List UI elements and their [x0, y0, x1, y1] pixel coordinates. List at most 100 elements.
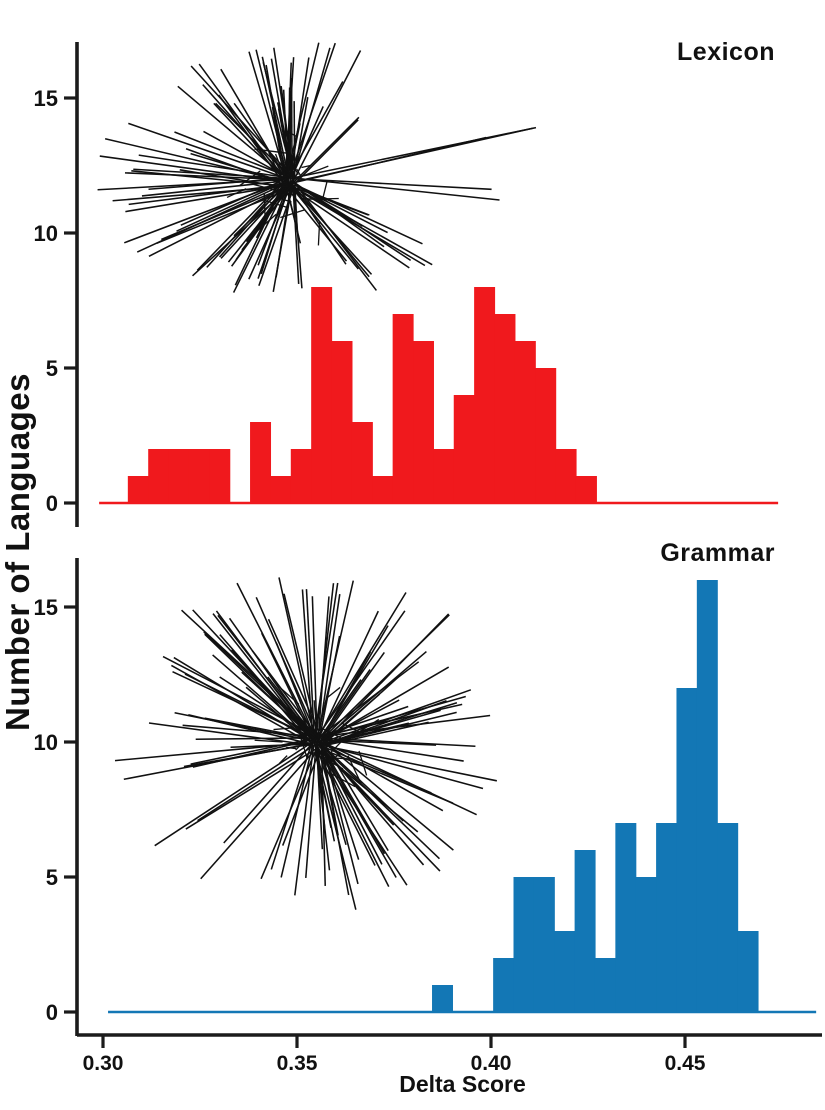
network-ray — [295, 177, 492, 191]
network-ray — [318, 693, 381, 748]
network-ray — [257, 180, 292, 279]
network-mesh-segment — [263, 193, 266, 221]
network-mesh-segment — [268, 152, 282, 179]
histogram-bar — [676, 688, 698, 1012]
network-ray — [294, 746, 315, 896]
network-ray — [311, 596, 318, 737]
network-ray — [234, 185, 284, 286]
network-ray — [255, 49, 287, 173]
network-ray — [315, 592, 407, 740]
network-ray — [287, 87, 291, 185]
network-ray — [154, 740, 315, 847]
network-ray — [181, 609, 318, 736]
network-ray — [292, 116, 360, 184]
network-ray — [289, 47, 331, 186]
network-ray — [179, 169, 286, 189]
network-ray — [248, 51, 287, 178]
network-ray — [233, 102, 290, 180]
network-mesh-segment — [285, 150, 292, 162]
network-mesh-segment — [358, 750, 368, 776]
histogram-bar — [513, 877, 535, 1012]
network-mesh-segment — [254, 148, 288, 154]
network-ray — [185, 148, 288, 187]
lexicon-neighbornet-inset — [97, 42, 537, 293]
network-ray — [203, 130, 288, 179]
network-ray — [313, 745, 376, 866]
network-ray — [302, 188, 370, 216]
network-ray — [322, 650, 427, 741]
x-tick-label: 0.40 — [471, 1052, 512, 1075]
histogram-bar — [453, 395, 475, 503]
histogram-bar — [493, 958, 515, 1012]
network-ray — [148, 722, 314, 747]
network-ray — [291, 106, 324, 178]
y-tick-label: 15 — [34, 595, 58, 620]
network-mesh-segment — [296, 168, 302, 177]
histogram-bar — [474, 287, 496, 503]
histogram-bar — [148, 449, 170, 503]
network-mesh-segment — [303, 731, 320, 742]
network-ray — [322, 740, 454, 851]
network-ray — [148, 184, 290, 257]
network-ray — [322, 699, 400, 741]
network-ray — [203, 631, 317, 739]
network-ray — [230, 743, 311, 749]
network-ray — [272, 185, 293, 293]
network-mesh-segment — [273, 727, 292, 731]
network-mesh-segment — [321, 756, 354, 760]
axes: 0 5 10 15 0 5 10 15 0.30 0.35 0.40 0.45 — [34, 42, 822, 1075]
histogram-bar — [433, 449, 455, 503]
network-mesh-segment — [296, 165, 329, 179]
network-mesh-segment — [275, 683, 300, 705]
network-ray — [185, 747, 318, 830]
network-ray — [291, 178, 300, 284]
network-mesh-segment — [274, 153, 289, 185]
network-ray — [136, 183, 285, 253]
network-ray — [262, 61, 295, 180]
network-ray — [317, 751, 326, 828]
network-ray — [112, 185, 293, 202]
network-ray — [323, 738, 464, 762]
network-ray — [328, 746, 497, 782]
network-mesh-segment — [329, 772, 356, 788]
x-tick-label: 0.45 — [665, 1052, 706, 1075]
network-ray — [316, 580, 355, 741]
y-tick-label: 0 — [46, 1000, 58, 1025]
network-ray — [123, 181, 285, 244]
network-ray — [305, 740, 318, 878]
network-ray — [260, 632, 315, 742]
network-ray — [273, 47, 295, 175]
histogram-bar — [311, 287, 333, 503]
network-mesh-segment — [286, 746, 297, 750]
network-mesh-segment — [322, 181, 328, 198]
network-ray — [281, 752, 320, 846]
network-ray — [197, 740, 322, 822]
panel-title-grammar: Grammar — [660, 539, 775, 567]
network-ray — [290, 186, 410, 269]
histogram-bar — [615, 823, 637, 1012]
network-ray — [319, 689, 472, 745]
network-ray — [319, 740, 444, 812]
y-axis-title: Number of Languages — [0, 373, 36, 731]
network-ray — [184, 673, 318, 741]
network-ray — [124, 172, 281, 181]
x-tick-label: 0.35 — [277, 1052, 318, 1075]
network-ray — [195, 737, 313, 741]
network-ray — [318, 743, 484, 790]
grammar-neighbornet-inset — [114, 577, 497, 910]
network-mesh-segment — [328, 753, 340, 763]
histogram-bar — [696, 580, 718, 1012]
network-ray — [215, 610, 314, 741]
network-ray — [325, 614, 450, 737]
network-ray — [125, 184, 289, 213]
network-ray — [213, 102, 289, 184]
network-ray — [233, 187, 284, 237]
network-ray — [280, 743, 314, 878]
histogram-bar — [554, 931, 576, 1012]
network-ray — [325, 714, 491, 737]
network-ray — [138, 154, 293, 180]
histogram-bar — [432, 985, 453, 1012]
histogram-bar — [331, 341, 353, 503]
network-ray — [293, 185, 303, 289]
